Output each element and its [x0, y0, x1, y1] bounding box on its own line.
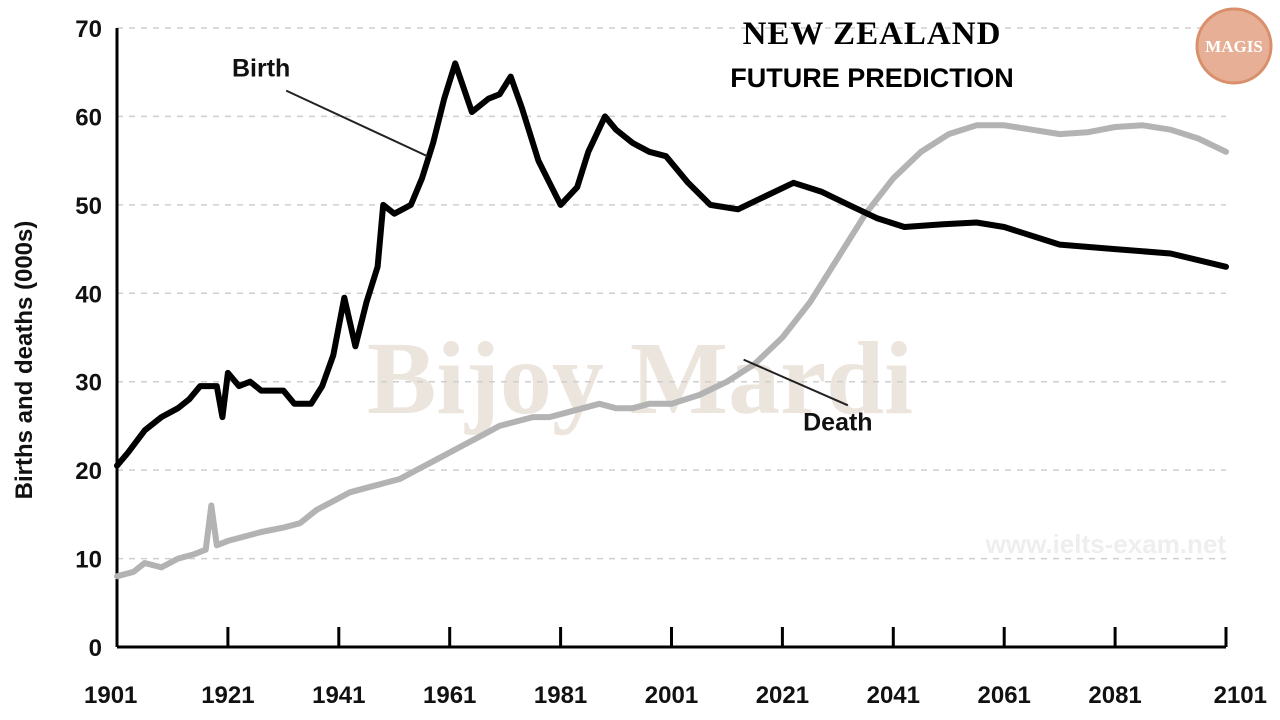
x-tick-label: 2101	[1214, 682, 1267, 709]
x-tick-label: 1981	[534, 682, 587, 709]
axes	[115, 28, 1228, 649]
birth-series-line	[114, 60, 1229, 469]
y-tick-label: 10	[75, 547, 102, 574]
chart-subtitle: FUTURE PREDICTION	[730, 63, 1014, 93]
logo-badge-icon	[1195, 7, 1273, 85]
x-tick-labels: 1901 1921 1941 1961 1981 2001 2021 2041 2061 2081…	[84, 682, 1267, 709]
site-watermark: www.ielts-exam.net	[985, 529, 1227, 559]
watermark-text: Bijoy Mardi	[367, 321, 913, 436]
x-tick-label: 1921	[201, 682, 254, 709]
death-series-line	[114, 122, 1229, 580]
death-label: Death	[803, 408, 872, 436]
death-leader-line	[743, 358, 849, 407]
y-tick-label: 20	[75, 458, 102, 485]
y-tick-labels: 0 10 20 30 40 50 60 70	[75, 16, 102, 662]
x-tick-label: 1961	[423, 682, 476, 709]
x-tick-label: 2041	[867, 682, 920, 709]
series-lines	[114, 60, 1229, 580]
y-axis-title: Births and deaths (000s)	[11, 221, 38, 500]
birth-label: Birth	[232, 55, 290, 83]
x-tick-label: 2021	[756, 682, 809, 709]
y-tick-label: 0	[89, 635, 102, 662]
x-tick-label: 1941	[312, 682, 365, 709]
y-tick-label: 40	[75, 281, 102, 308]
grid-lines	[117, 27, 1226, 560]
x-tick-label: 2081	[1088, 682, 1141, 709]
magis-logo: MAGIS	[1195, 7, 1273, 85]
x-tick-label: 1901	[84, 682, 137, 709]
birth-leader-line	[285, 89, 428, 158]
series-annotations: Birth Death	[232, 55, 873, 437]
y-tick-label: 70	[75, 16, 102, 43]
y-tick-label: 30	[75, 370, 102, 397]
x-tick-label: 2001	[645, 682, 698, 709]
chart-title: NEW ZEALAND	[743, 16, 1002, 52]
x-tick-label: 2061	[978, 682, 1031, 709]
logo-text: MAGIS	[1205, 37, 1263, 56]
y-tick-label: 60	[75, 104, 102, 131]
y-tick-label: 50	[75, 193, 102, 220]
